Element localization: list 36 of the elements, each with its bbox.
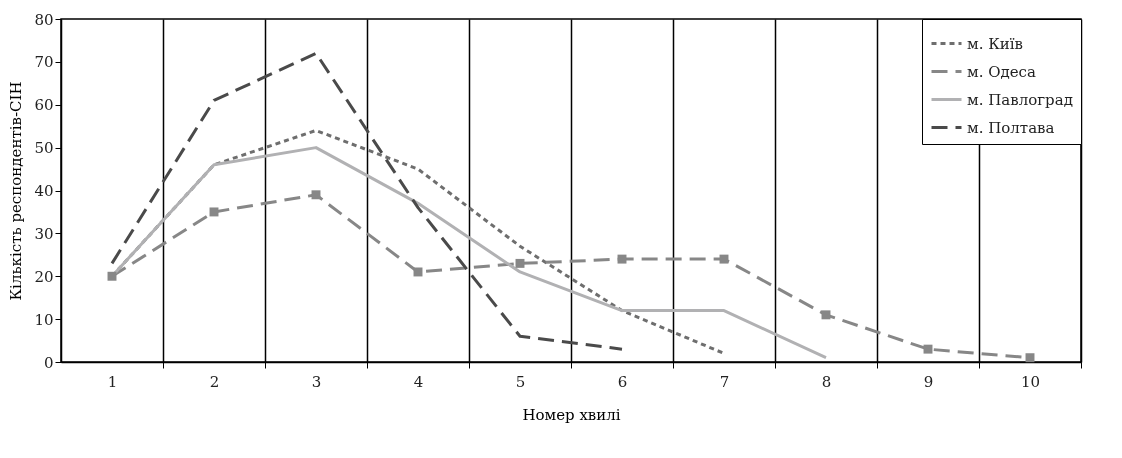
point [923, 344, 933, 354]
y-tick-label: 10 [34, 310, 54, 329]
y-tick-label: 80 [34, 10, 54, 29]
x-tick-label: 4 [413, 372, 424, 391]
x-axis-title: Номер хвилі [522, 405, 621, 424]
point [413, 267, 423, 277]
point [107, 271, 117, 281]
y-tick-label: 30 [34, 224, 54, 243]
y-axis-title: Кількість респондентів-СІН [7, 81, 26, 301]
point [311, 190, 321, 200]
x-tick-label: 6 [617, 372, 628, 391]
line-series [110, 51, 624, 351]
y-tick-label: 70 [34, 53, 54, 72]
point [1025, 353, 1035, 363]
y-tick-label: 60 [34, 96, 54, 115]
legend-label: м. Київ [967, 34, 1024, 53]
point [617, 254, 627, 264]
x-tick-label: 1 [107, 372, 118, 391]
point [515, 258, 525, 268]
x-tick-label: 5 [515, 372, 526, 391]
x-tick-label: 10 [1020, 372, 1041, 391]
legend-label: м. Одеса [967, 62, 1037, 81]
y-tick-label: 0 [43, 353, 54, 372]
x-tick-label: 3 [311, 372, 322, 391]
point [719, 254, 729, 264]
y-tick-label: 20 [34, 267, 54, 286]
x-tick-label: 8 [821, 372, 832, 391]
legend-label: м. Полтава [967, 118, 1055, 137]
point [209, 207, 219, 217]
point [821, 310, 831, 320]
x-tick-label: 9 [923, 372, 934, 391]
x-tick-label: 2 [209, 372, 220, 391]
y-tick-label: 50 [34, 139, 54, 158]
y-tick-label: 40 [34, 182, 54, 200]
x-tick-label: 7 [719, 372, 730, 391]
legend-label: м. Павлоград [967, 90, 1073, 109]
